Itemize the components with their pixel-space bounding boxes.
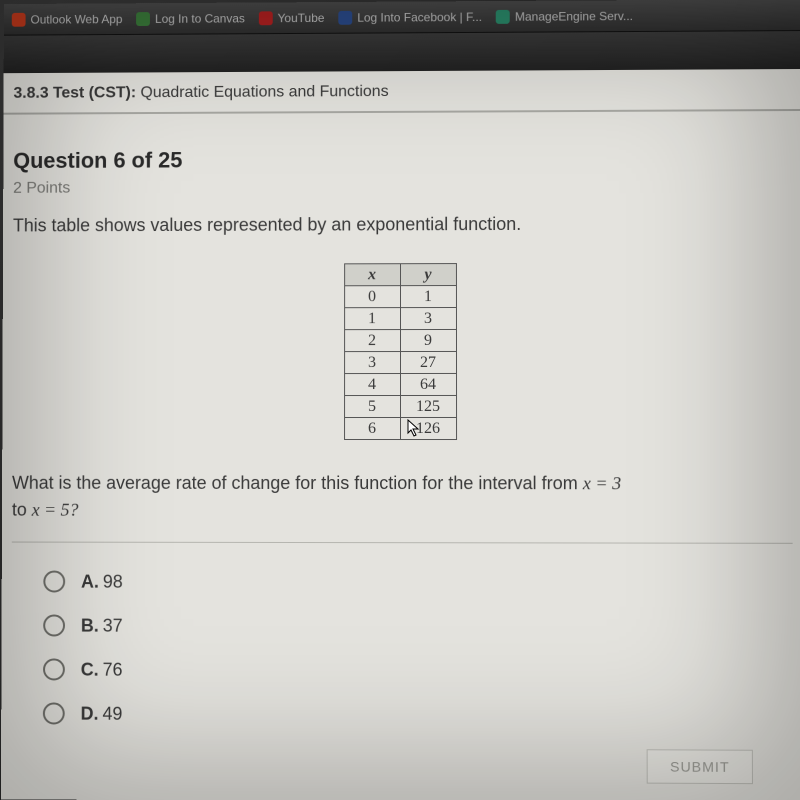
answer-choices: A.98 B.37 C.76 D.49 <box>11 570 793 727</box>
bookmark-label: Log In to Canvas <box>155 11 245 25</box>
test-header: 3.8.3 Test (CST): Quadratic Equations an… <box>4 69 800 115</box>
test-number: 3.8.3 <box>13 85 48 102</box>
page-content: 3.8.3 Test (CST): Quadratic Equations an… <box>1 69 800 800</box>
bookmark-canvas[interactable]: Log In to Canvas <box>136 11 245 26</box>
question-points: 2 Points <box>13 177 791 198</box>
question-heading: Question 6 of 25 <box>13 145 791 174</box>
choice-a[interactable]: A.98 <box>43 571 793 595</box>
table-row: 29 <box>344 329 456 351</box>
outlook-icon <box>12 12 26 26</box>
choice-d[interactable]: D.49 <box>43 702 793 727</box>
table-row: 5125 <box>344 395 456 417</box>
window-chrome-strip <box>4 31 800 73</box>
youtube-icon <box>259 11 273 25</box>
table-header-x: x <box>344 264 400 286</box>
bookmark-outlook[interactable]: Outlook Web App <box>12 12 123 26</box>
table-row: 6126 <box>344 417 456 439</box>
bookmark-label: YouTube <box>278 11 325 25</box>
facebook-icon <box>338 10 352 24</box>
bookmark-label: Outlook Web App <box>30 12 122 26</box>
table-row: 464 <box>344 373 456 395</box>
sub-prompt: What is the average rate of change for t… <box>12 470 793 525</box>
choice-b[interactable]: B.37 <box>43 614 793 638</box>
question-prompt: This table shows values represented by a… <box>13 213 792 236</box>
table-row: 01 <box>344 286 456 308</box>
bookmark-facebook[interactable]: Log Into Facebook | F... <box>338 10 482 25</box>
table-header-y: y <box>400 264 456 286</box>
bookmark-label: Log Into Facebook | F... <box>357 10 482 25</box>
test-title: Quadratic Equations and Functions <box>140 83 388 101</box>
radio-icon[interactable] <box>43 614 65 636</box>
manageengine-icon <box>496 9 510 23</box>
canvas-icon <box>136 12 150 26</box>
table-row: 327 <box>344 351 456 373</box>
radio-icon[interactable] <box>43 571 65 593</box>
radio-icon[interactable] <box>43 702 65 724</box>
table-row: 13 <box>344 307 456 329</box>
radio-icon[interactable] <box>43 658 65 680</box>
test-type: Test (CST): <box>53 84 136 101</box>
xy-table: x y 01 13 29 327 464 5125 6126 <box>344 263 457 440</box>
bookmark-bar: Outlook Web App Log In to Canvas YouTube… <box>4 0 800 36</box>
bookmark-label: ManageEngine Serv... <box>515 9 633 24</box>
submit-button[interactable]: SUBMIT <box>647 749 753 784</box>
bookmark-youtube[interactable]: YouTube <box>259 11 325 25</box>
divider <box>12 542 793 544</box>
choice-c[interactable]: C.76 <box>43 658 793 683</box>
bookmark-manageengine[interactable]: ManageEngine Serv... <box>496 9 633 24</box>
